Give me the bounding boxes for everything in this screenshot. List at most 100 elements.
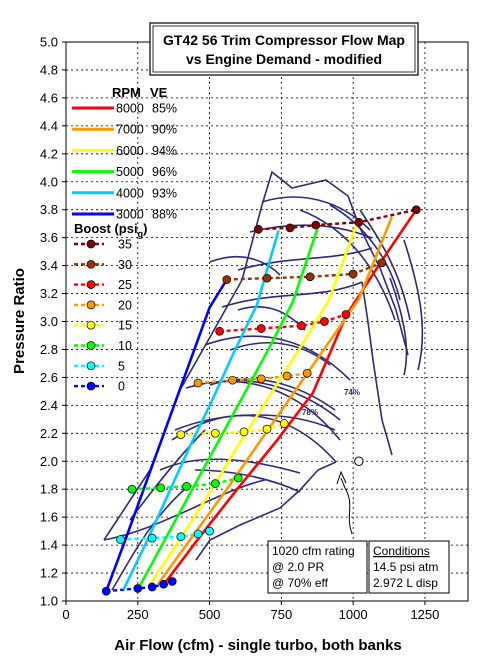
boost-legend-label-15: 15 [118,319,132,333]
boost-legend-label-30: 30 [118,258,132,272]
boost-legend-label-25: 25 [118,278,132,292]
boost-legend: 35 30 25 20 15 10 5 0 [74,238,132,394]
y-tick-label: 2.2 [40,426,58,441]
boost-point-15 [210,428,220,438]
boost-point-30 [305,272,315,282]
y-tick-label: 1.8 [40,482,58,497]
ve-legend-label-8000: 85% [152,102,177,116]
boost-point-0 [159,579,168,589]
boost-point-30 [348,269,358,279]
rating-line-3: @ 70% eff [272,576,329,590]
boost-legend-marker-15 [86,320,96,330]
boost-point-10 [182,482,191,491]
compressor-map-line [159,458,301,474]
boost-point-0 [133,584,143,593]
boost-point-30 [262,273,272,283]
boost-point-35 [254,224,263,234]
ve-legend-label-5000: 96% [152,165,177,179]
y-tick-label: 1.6 [40,510,58,525]
conditions-line-1: 14.5 psi atm [373,560,438,574]
compressor-map-line [361,281,393,456]
boost-line-25 [219,313,347,333]
x-tick-label: 1250 [410,607,439,622]
y-tick-label: 1.4 [40,538,58,553]
boost-line-5 [120,529,210,541]
y-tick-label: 3.0 [40,314,58,329]
y-tick-label: 1.0 [40,594,58,609]
rating-annotation: 1020 cfm rating @ 2.0 PR @ 70% eff [267,470,368,594]
rating-line-1: 1020 cfm rating [272,544,355,558]
boost-point-0 [147,582,157,592]
rpm-legend-label-3000: 3000 [116,208,144,222]
legend-boost-header: Boost (psig) [74,221,147,239]
boost-legend-label-20: 20 [118,298,132,312]
boost-point-30 [377,258,387,268]
boost-point-20 [256,374,266,384]
boost-point-10 [233,473,243,483]
boost-point-35 [285,223,295,233]
compressor-map-line [195,461,337,561]
boost-line-0 [106,580,173,593]
boost-legend-marker-10 [86,341,96,350]
boost-point-35 [354,217,364,227]
y-tick-label: 4.0 [40,174,58,189]
boost-legend-label-10: 10 [118,339,132,353]
rating-line-2: @ 2.0 PR [272,560,325,574]
y-tick-label: 4.8 [40,62,58,77]
ve-legend-label-3000: 88% [152,208,177,222]
boost-point-5 [193,529,203,539]
y-tick-label: 3.2 [40,286,58,301]
y-tick-label: 2.4 [40,398,58,413]
rating-arrow-head [336,470,347,485]
ve-legend-label-6000: 94% [152,144,177,158]
boost-point-25 [341,310,351,319]
boost-point-15 [279,419,289,428]
compressor-map-line [103,479,266,541]
boost-line-10 [131,476,239,491]
x-tick-label: 1000 [339,607,368,622]
boost-legend-label-0: 0 [118,380,125,394]
y-tick-label: 4.2 [40,146,58,161]
boost-point-15 [239,427,249,437]
boost-point-10 [210,479,220,488]
y-tick-label: 3.6 [40,230,58,245]
y-tick-label: 4.4 [40,118,58,133]
boost-point-5 [116,535,125,544]
boost-point-20 [228,375,237,385]
y-tick-label: 3.4 [40,258,58,273]
boost-point-5 [205,526,214,536]
efficiency-label-78: 78% [302,408,318,417]
compressor-map-line [171,414,337,463]
axes: 0 250 500 750 1000 12501.01.21.41.61.82.02.22… [40,35,469,622]
boost-legend-marker-30 [86,259,96,269]
boost-legend-marker-20 [86,300,96,310]
ve-legend-label-7000: 90% [152,123,177,137]
boost-point-20 [282,371,292,381]
rpm-legend-label-5000: 5000 [116,165,144,179]
boost-point-25 [320,317,329,326]
y-tick-label: 2.8 [40,342,58,357]
boost-legend-marker-35 [86,239,96,249]
compressor-map-line [389,277,408,376]
x-tick-label: 0 [62,607,69,622]
compressor-map-line [204,335,351,381]
compressor-map-line [229,342,331,366]
compressor-map-line [209,255,281,276]
boost-point-20 [302,368,312,378]
grid [66,42,468,601]
boost-point-5 [147,533,157,543]
rpm-line-5000 [138,228,319,588]
conditions-line-2: 2.972 L disp [373,576,438,590]
boost-point-10 [127,484,137,494]
y-tick-label: 2.6 [40,370,58,385]
series-layer [101,205,421,596]
rpm-legend-label-7000: 7000 [116,123,144,137]
rpm-legend-label-8000: 8000 [116,102,144,116]
boost-point-25 [215,326,224,336]
boost-point-30 [222,275,232,284]
y-tick-label: 1.2 [40,566,58,581]
legend-ve-header: VE [150,85,168,100]
y-tick-label: 4.6 [40,90,58,105]
rpm-line-6000 [148,221,359,587]
